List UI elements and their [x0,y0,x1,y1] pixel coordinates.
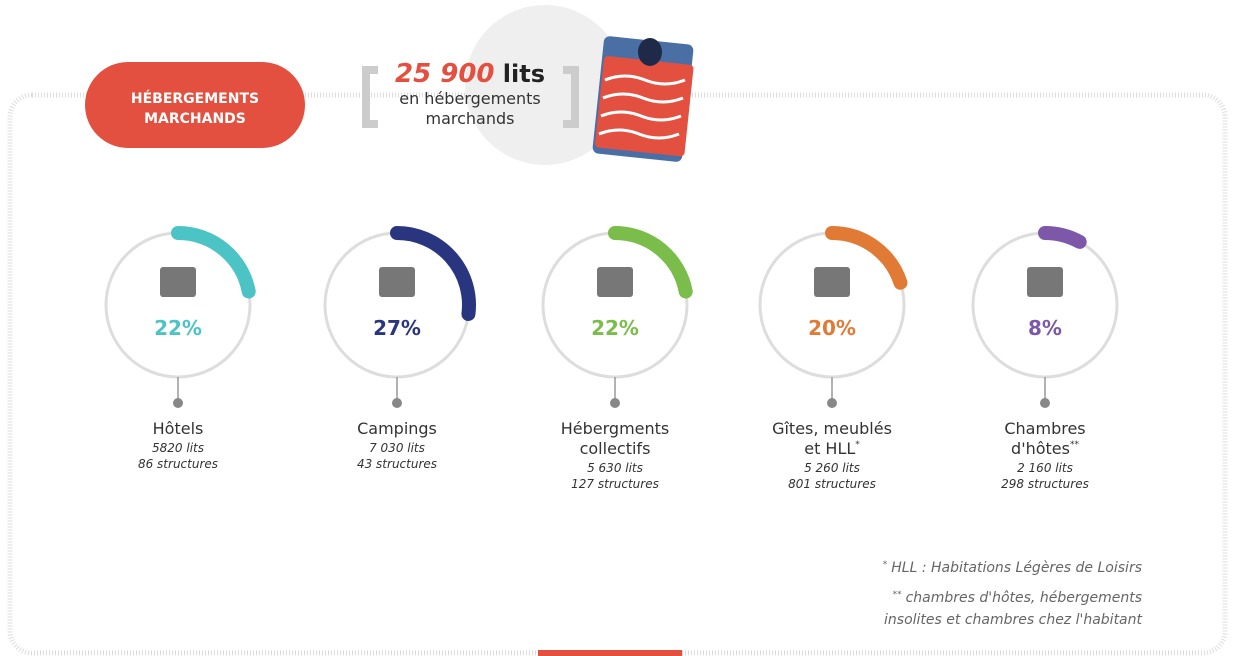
footnote: **chambres d'hôtes, hébergements [893,590,1142,606]
item-structures: 127 structures [571,477,659,491]
item-name: Campings [357,419,437,438]
item-name: Hébergments [561,419,670,438]
badge-text: MARCHANDS [144,111,246,127]
item-beds: 5 630 lits [587,461,643,475]
total-caption: marchands [426,109,515,128]
item-beds: 5 260 lits [804,461,860,475]
footnotes: *HLL : Habitations Légères de Loisirs **c… [883,560,1143,628]
item-structures: 801 structures [788,477,876,491]
badge-text: HÉBERGEMENTS [131,90,259,107]
percent-label: 27% [373,316,421,340]
item-name-line: Campings [357,419,437,438]
footnote-text: chambres d'hôtes, hébergements [906,590,1142,606]
item-note: ** [1070,440,1080,450]
icon [597,267,633,297]
percent-label: 20% [808,316,856,340]
item-name-line: Gîtes, meublés [772,419,892,438]
connector-dot [1040,398,1050,408]
item-name: et HLL* [804,439,860,458]
footnote: *HLL : Habitations Légères de Loisirs [883,560,1142,576]
total-value: 25 900 [395,59,495,89]
item-name-line: d'hôtes [1011,439,1070,458]
item-name: d'hôtes** [1011,439,1079,458]
footnote-text: HLL : Habitations Légères de Loisirs [891,560,1142,576]
item-note: * [855,440,860,450]
connector-dot [392,398,402,408]
footnote-mark: * [883,560,888,570]
bottom-bar [538,650,682,656]
bed-illustration [592,36,694,163]
connector-dot [610,398,620,408]
item-beds: 2 160 lits [1017,461,1073,475]
track [973,233,1117,377]
icon [160,267,196,297]
item-name: collectifs [580,439,651,458]
total: 25 900 lits [395,59,545,89]
item-name-line: et HLL [804,439,855,458]
item-name: Gîtes, meublés [772,419,892,438]
item-name-line: Hébergments [561,419,670,438]
footnote-mark: ** [893,590,903,600]
item-structures: 86 structures [138,457,218,471]
item-beds: 7 030 lits [369,441,425,455]
icon [814,267,850,297]
infographic: HÉBERGEMENTS MARCHANDS 25 900 lits en hé… [0,0,1235,656]
total-caption: en hébergements [399,89,541,108]
percent-label: 22% [154,316,202,340]
item-name-line: Chambres [1004,419,1085,438]
item-name-line: Hôtels [153,419,204,438]
percent-label: 8% [1028,316,1062,340]
icon [1027,267,1063,297]
item-name: Hôtels [153,419,204,438]
item-beds: 5820 lits [152,441,204,455]
items: 22% Hôtels 5820 lits 86 structures 27% Campin… [106,233,1117,491]
item-name-line: collectifs [580,439,651,458]
footnote: insolites et chambres chez l'habitant [884,612,1142,628]
icon [379,267,415,297]
connector-dot [173,398,183,408]
total-unit: lits [503,60,545,88]
percent-arc [1045,233,1080,242]
item-structures: 298 structures [1001,477,1089,491]
percent-label: 22% [591,316,639,340]
item-structures: 43 structures [357,457,437,471]
item-name: Chambres [1004,419,1085,438]
connector-dot [827,398,837,408]
